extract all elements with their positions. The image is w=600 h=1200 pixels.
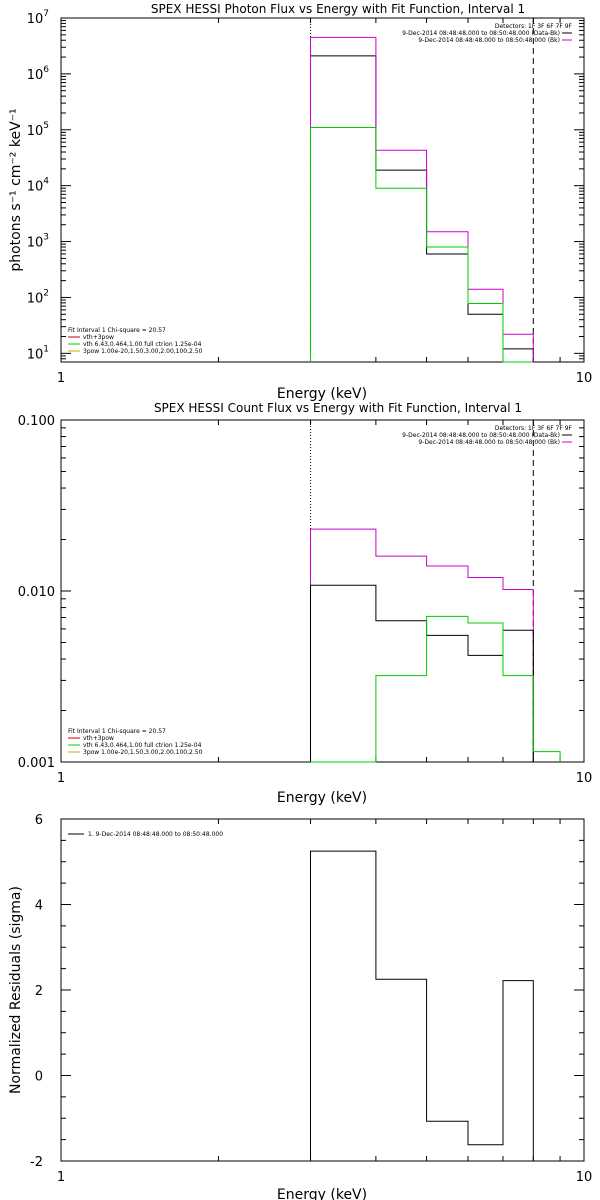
photon-chart-title: SPEX HESSI Photon Flux vs Energy with Fi… [151, 2, 525, 16]
photon-y-tick-exponent-4: 5 [43, 121, 49, 131]
photon-y-ticks: 101 102 103 104 105 106 107 [27, 9, 584, 363]
photon-legend-left-1: vth+3pow [83, 334, 114, 341]
photon-series-1 [310, 36, 534, 362]
residuals-series [310, 850, 534, 1161]
photon-y-tick-exponent-1: 2 [43, 288, 49, 298]
count-x-tick-label-1: 10 [576, 771, 593, 786]
photon-x-tick-label-1: 10 [576, 371, 593, 386]
photon-x-axis-label: Energy (keV) [277, 386, 367, 402]
photon-plot-frame [60, 17, 585, 363]
photon-legend-left-2: vth 6.43,0.464,1.00 full ctrion 1.25e-04 [83, 341, 202, 348]
count-series [310, 528, 561, 763]
photon-series-0 [310, 55, 534, 362]
count-legend-left: Fit Interval 1 Chi-square = 20.57 vth+3p… [68, 728, 203, 756]
photon-y-tick-exponent-2: 3 [43, 233, 49, 243]
photon-x-tick-label-0: 1 [57, 371, 65, 386]
photon-y-tick-label-2: 103 [27, 233, 49, 251]
residuals-y-tick-label-3: 4 [35, 899, 43, 914]
residuals-y-ticks: -2 0 2 4 6 [30, 813, 584, 1170]
residuals-y-tick-label-1: 0 [35, 1070, 43, 1085]
photon-y-tick-label-3: 104 [27, 177, 50, 195]
photon-legend-left: Fit Interval 1 Chi-square = 20.57 vth+3p… [68, 327, 203, 355]
photon-y-tick-label-6: 107 [27, 9, 49, 27]
count-y-tick-label-1: 0.010 [18, 585, 55, 600]
count-series-2 [310, 615, 561, 763]
photon-vertical-markers [310, 18, 534, 362]
photon-legend-right-0: Detectors: 1F 3F 6F 7F 9F [495, 23, 573, 30]
residuals-x-ticks: 1 10 [57, 819, 592, 1185]
photon-y-tick-exponent-5: 6 [43, 65, 49, 75]
residuals-legend: 1. 9-Dec-2014 08:48:48.000 to 08:50:48.0… [68, 831, 223, 838]
photon-legend-left-3: 3pow 1.00e-20,1.50,3.00,2.00,100,2.50 [83, 348, 203, 355]
photon-y-tick-label-0: 101 [27, 344, 49, 362]
photon-y-tick-label-1: 102 [27, 288, 49, 306]
residuals-y-tick-label-2: 2 [35, 984, 43, 999]
count-legend-right: Detectors: 1F 3F 6F 7F 9F 9-Dec-2014 08:… [402, 425, 572, 446]
count-plot-frame [60, 419, 585, 763]
photon-y-axis-label: photons s⁻¹ cm⁻² keV⁻¹ [8, 108, 24, 271]
residuals-legend-text: 1. 9-Dec-2014 08:48:48.000 to 08:50:48.0… [88, 831, 223, 838]
count-x-tick-label-0: 1 [57, 771, 65, 786]
residuals-x-tick-label-1: 10 [576, 1170, 593, 1185]
photon-series-2 [310, 127, 534, 363]
count-vertical-markers [310, 420, 534, 762]
count-legend-left-3: 3pow 1.00e-20,1.50,3.00,2.00,100,2.50 [83, 749, 203, 756]
count-legend-right-1: 9-Dec-2014 08:48:48.000 to 08:50:48.000 … [402, 432, 560, 439]
photon-legend-right-2: 9-Dec-2014 08:48:48.000 to 08:50:48.000 … [418, 37, 560, 44]
photon-series [310, 36, 534, 363]
residuals-series-0 [310, 850, 534, 1161]
count-legend-left-1: vth+3pow [83, 735, 114, 742]
photon-y-tick-label-4: 105 [27, 121, 49, 139]
residuals-plot-frame [60, 818, 585, 1162]
photon-y-tick-exponent-0: 1 [43, 344, 49, 354]
photon-legend-left-0: Fit Interval 1 Chi-square = 20.57 [68, 327, 166, 334]
count-legend-left-0: Fit Interval 1 Chi-square = 20.57 [68, 728, 166, 735]
count-legend-right-0: Detectors: 1F 3F 6F 7F 9F [495, 425, 573, 432]
count-chart-title: SPEX HESSI Count Flux vs Energy with Fit… [154, 401, 522, 415]
residuals-y-tick-label-4: 6 [35, 813, 43, 828]
residuals-chart: Normalized Residuals (sigma) Energy (keV… [8, 813, 592, 1200]
count-x-axis-label: Energy (keV) [277, 790, 367, 806]
photon-flux-chart: SPEX HESSI Photon Flux vs Energy with Fi… [8, 2, 592, 402]
photon-y-tick-label-5: 106 [27, 65, 50, 83]
count-series-1 [310, 584, 534, 762]
residuals-x-tick-label-0: 1 [57, 1170, 65, 1185]
count-legend-right-2: 9-Dec-2014 08:48:48.000 to 08:50:48.000 … [418, 439, 560, 446]
residuals-y-axis-label: Normalized Residuals (sigma) [8, 886, 24, 1094]
residuals-y-tick-label-0: -2 [30, 1155, 43, 1170]
photon-y-tick-exponent-6: 7 [43, 9, 49, 19]
count-flux-chart: SPEX HESSI Count Flux vs Energy with Fit… [18, 401, 592, 806]
count-y-tick-label-0: 0.001 [18, 756, 55, 771]
residuals-x-axis-label: Energy (keV) [277, 1187, 367, 1200]
count-legend-left-2: vth 6.43,0.464,1.00 full ctrion 1.25e-04 [83, 742, 202, 749]
photon-y-tick-exponent-3: 4 [43, 177, 49, 187]
photon-legend-right-1: 9-Dec-2014 08:48:48.000 to 08:50:48.000 … [402, 30, 560, 37]
count-series-0 [310, 528, 534, 762]
photon-legend-right: Detectors: 1F 3F 6F 7F 9F 9-Dec-2014 08:… [402, 23, 572, 44]
count-y-ticks: 0.001 0.010 0.100 [18, 414, 584, 771]
count-y-tick-label-2: 0.100 [18, 414, 55, 429]
